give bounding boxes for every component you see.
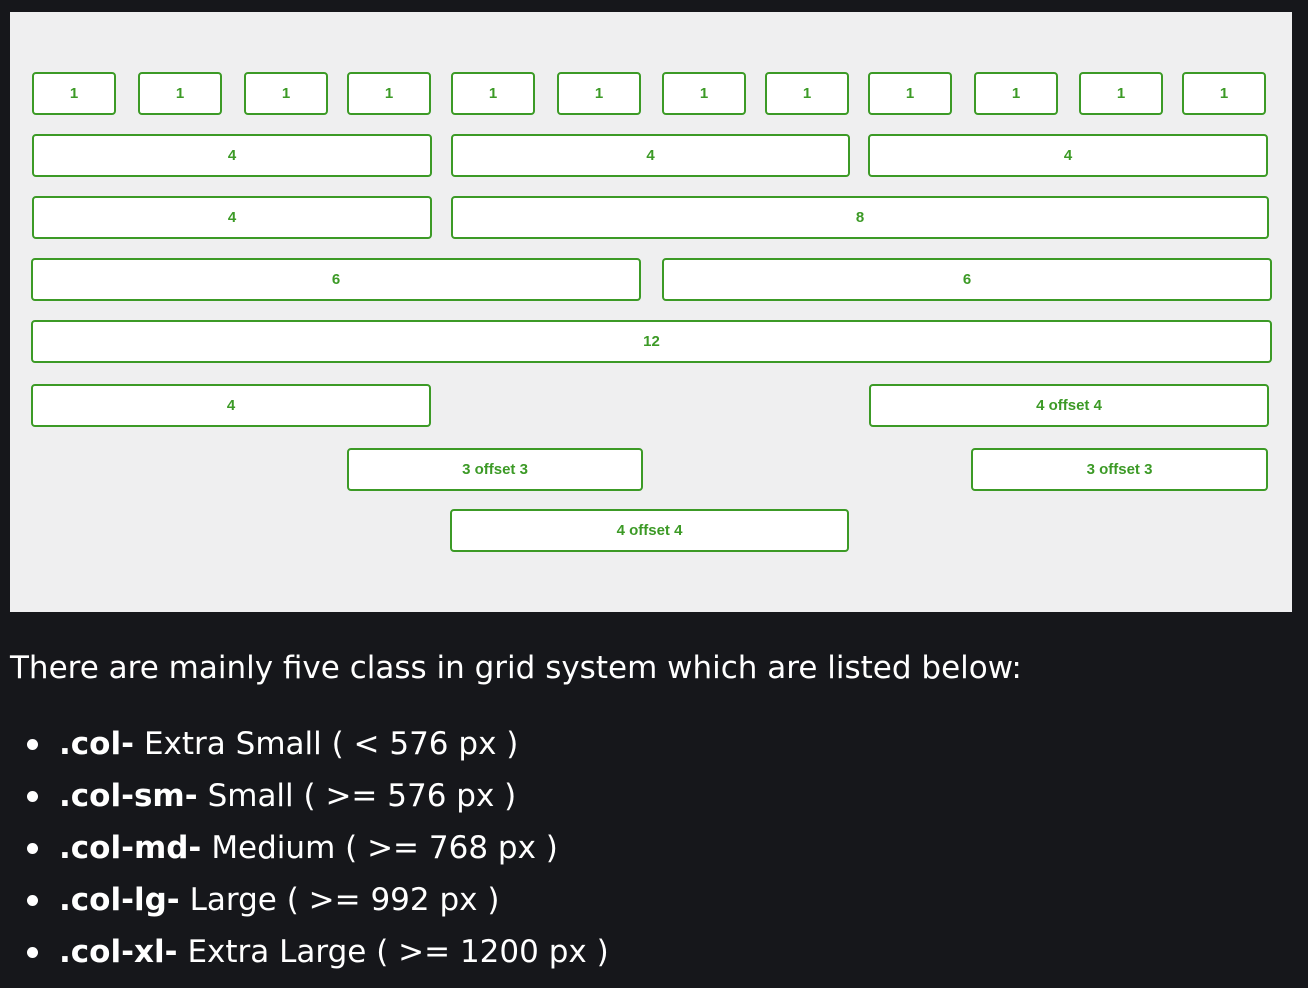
bullet-icon — [27, 894, 38, 906]
grid-cell: 1 — [138, 72, 222, 115]
grid-cell: 1 — [1182, 72, 1266, 115]
grid-cell: 4 offset 4 — [450, 509, 849, 552]
grid-cell: 1 — [662, 72, 746, 115]
grid-cell: 1 — [974, 72, 1058, 115]
grid-cell: 1 — [32, 72, 116, 115]
grid-cell: 6 — [31, 258, 641, 301]
intro-text: There are mainly five class in grid syst… — [10, 650, 1022, 686]
class-description: Extra Large ( >= 1200 px ) — [187, 934, 609, 970]
grid-cell: 1 — [557, 72, 641, 115]
class-description: Small ( >= 576 px ) — [207, 778, 517, 814]
class-description: Extra Small ( < 576 px ) — [143, 726, 519, 762]
class-name: .col-md- — [59, 830, 202, 866]
bullet-icon — [27, 842, 38, 854]
grid-cell: 1 — [451, 72, 535, 115]
grid-cell: 4 — [868, 134, 1268, 177]
grid-cell: 1 — [347, 72, 431, 115]
grid-cell: 4 offset 4 — [869, 384, 1269, 427]
class-name: .col-sm- — [59, 778, 198, 814]
grid-cell: 4 — [31, 384, 431, 427]
class-name: .col- — [59, 726, 134, 762]
class-description: Medium ( >= 768 px ) — [211, 830, 558, 866]
class-description: Large ( >= 992 px ) — [189, 882, 500, 918]
grid-cell: 1 — [868, 72, 952, 115]
class-name: .col-lg- — [59, 882, 180, 918]
bullet-icon — [27, 738, 38, 750]
bullet-icon — [27, 790, 38, 802]
grid-cell: 1 — [244, 72, 328, 115]
list-item: .col-xl- Extra Large ( >= 1200 px ) — [20, 926, 609, 978]
grid-cell: 1 — [1079, 72, 1163, 115]
list-item: .col- Extra Small ( < 576 px ) — [20, 718, 609, 770]
grid-cell: 8 — [451, 196, 1269, 239]
list-item: .col-md- Medium ( >= 768 px ) — [20, 822, 609, 874]
grid-cell: 3 offset 3 — [971, 448, 1268, 491]
class-name: .col-xl- — [59, 934, 178, 970]
list-item: .col-sm- Small ( >= 576 px ) — [20, 770, 609, 822]
grid-cell: 12 — [31, 320, 1272, 363]
grid-cell: 4 — [451, 134, 850, 177]
grid-cell: 4 — [32, 196, 432, 239]
grid-cell: 1 — [765, 72, 849, 115]
list-item: .col-lg- Large ( >= 992 px ) — [20, 874, 609, 926]
grid-cell: 3 offset 3 — [347, 448, 643, 491]
grid-class-list: .col- Extra Small ( < 576 px ) .col-sm- … — [20, 718, 609, 978]
grid-cell: 6 — [662, 258, 1272, 301]
bullet-icon — [27, 946, 38, 958]
grid-cell: 4 — [32, 134, 432, 177]
